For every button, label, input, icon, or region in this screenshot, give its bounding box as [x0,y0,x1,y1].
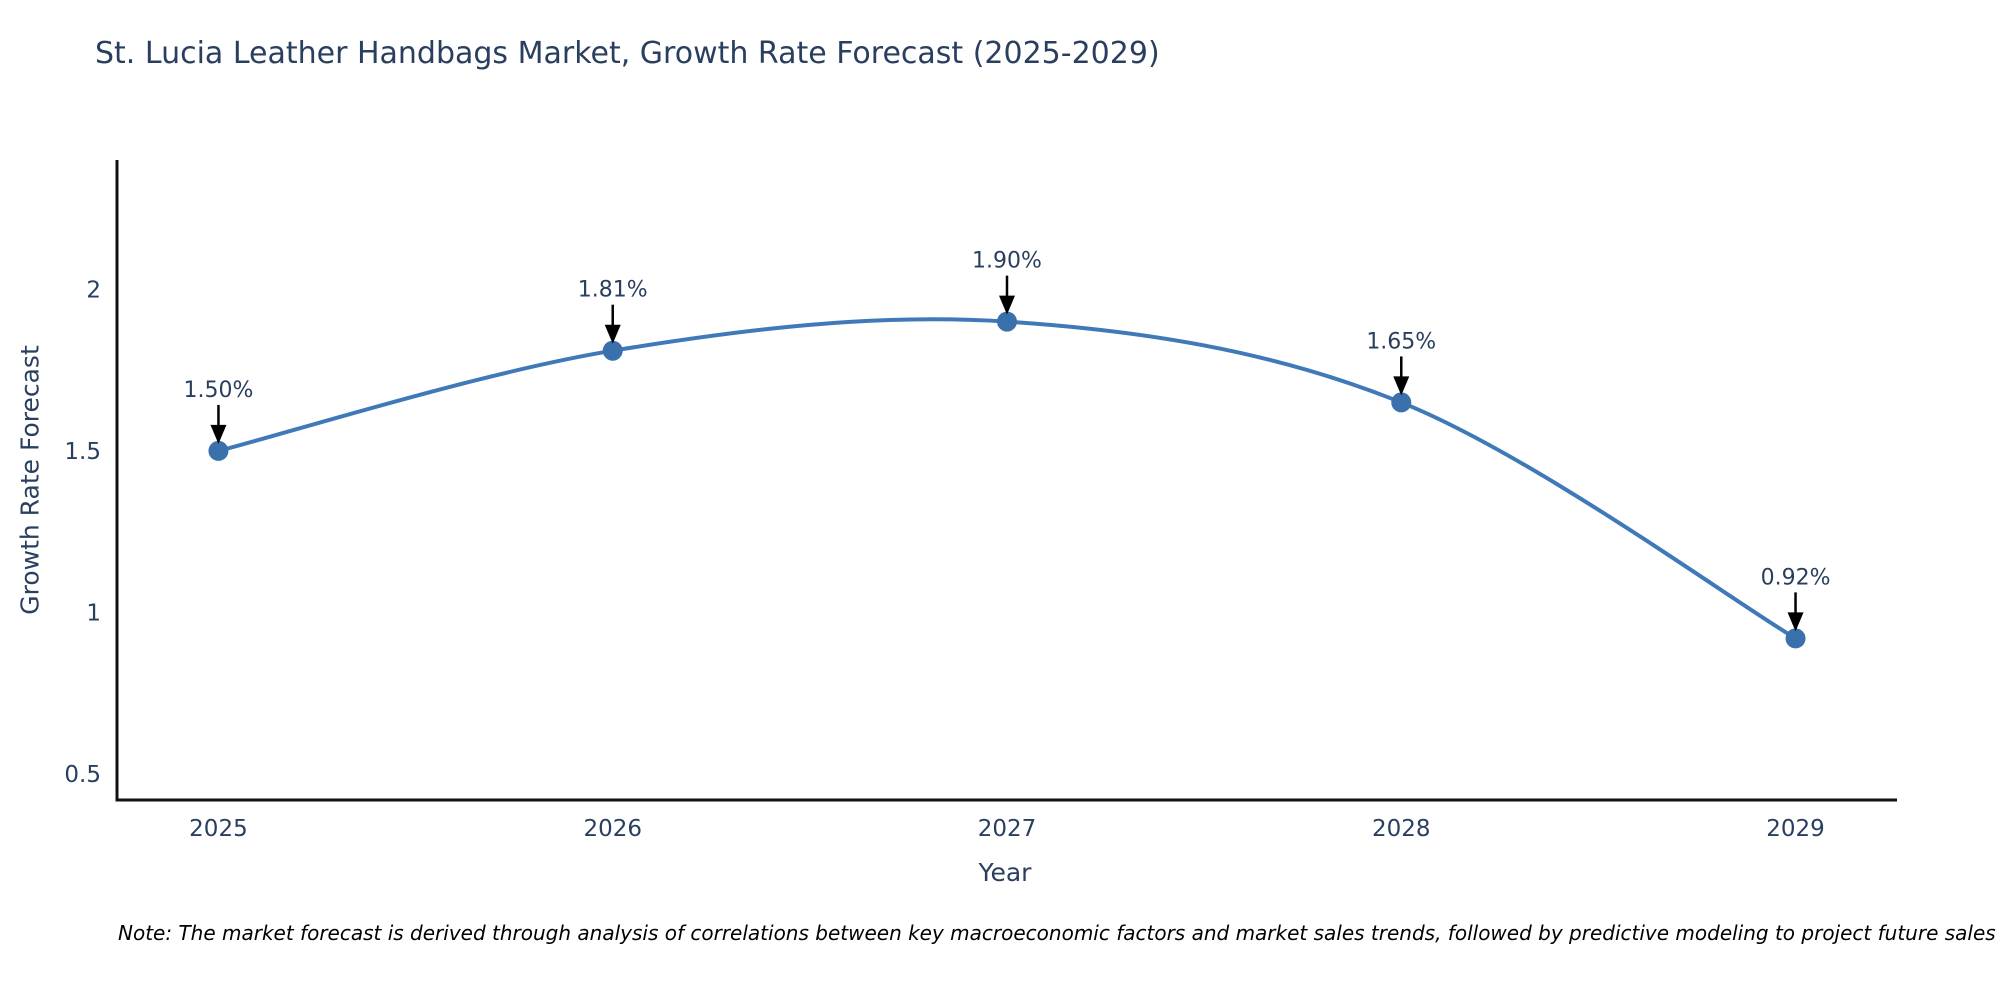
y-tick-label: 0.5 [64,762,101,788]
point-marker [1391,392,1412,413]
y-axis-title: Growth Rate Forecast [15,345,45,615]
annotation-arrowhead [1393,376,1410,396]
annotation-arrowhead [1787,612,1804,632]
annotation-arrowhead [999,295,1015,315]
x-tick-label: 2029 [1766,816,1825,842]
point-marker [997,311,1017,332]
x-tick-label: 2025 [189,816,248,842]
annotation-label: 1.90% [972,249,1042,274]
x-tick-label: 2026 [583,816,642,842]
x-tick-label: 2027 [978,816,1037,842]
y-tick-label: 1 [86,601,101,627]
x-tick-label: 2028 [1372,816,1431,842]
annotation-arrowhead [604,324,621,344]
y-tick-label: 2 [86,277,101,303]
y-tick-label: 1.5 [64,439,101,465]
annotation-label: 1.50% [184,378,254,403]
x-axis-title: Year [978,858,1032,887]
point-marker [602,340,623,361]
annotation-label: 1.65% [1366,329,1436,354]
footnote: Note: The market forecast is derived thr… [118,921,1996,945]
chart-title: St. Lucia Leather Handbags Market, Growt… [95,36,1160,71]
annotation-label: 1.81% [578,278,648,303]
point-marker [1785,628,1806,649]
annotation-arrowhead [210,424,227,444]
annotation-label: 0.92% [1761,565,1831,590]
point-marker [208,440,229,461]
series-line [216,317,1798,641]
